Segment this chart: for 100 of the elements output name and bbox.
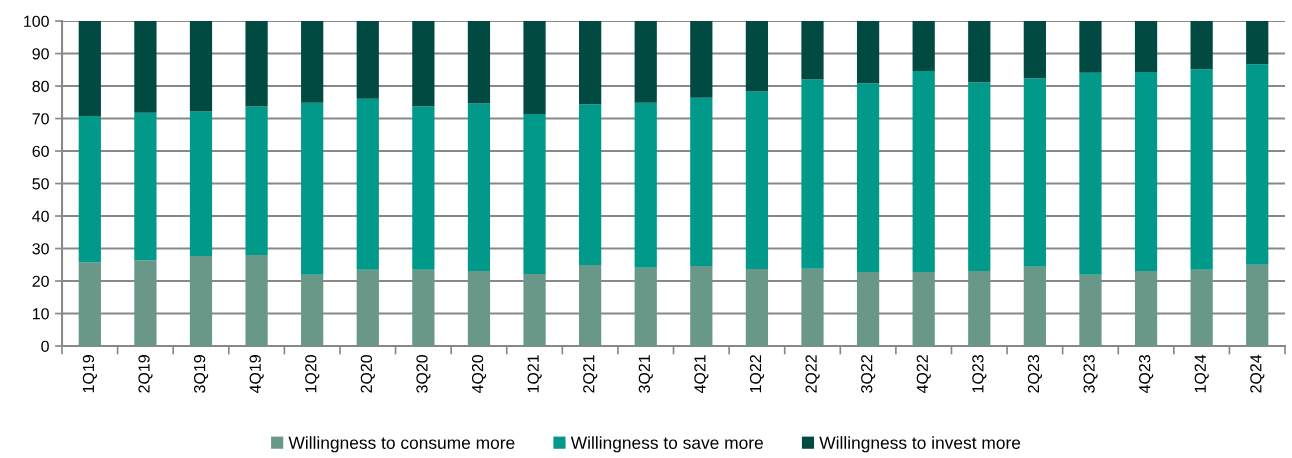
bar: [245, 255, 268, 347]
x-tick-label: 1Q24: [1194, 354, 1209, 393]
y-tick-label: 50: [32, 178, 49, 190]
bar: [412, 106, 435, 270]
x-tick-label: 4Q22: [916, 355, 931, 394]
bar: [745, 91, 769, 270]
x-tick-label: 1Q22: [749, 355, 765, 393]
bar: [1246, 264, 1269, 347]
bar: [1134, 270, 1158, 347]
bar: [634, 102, 657, 268]
x-tick-label: 1Q20: [305, 354, 320, 393]
legend-label: Willingness to invest more: [819, 436, 1021, 453]
y-tick-label: 70: [32, 113, 49, 125]
x-tick-label: 4Q23: [1139, 355, 1154, 394]
bar: [301, 274, 324, 347]
x-tick-label: 1Q19: [82, 355, 97, 393]
bar: [968, 21, 991, 83]
bar: [245, 21, 268, 107]
bar: [245, 106, 268, 256]
bar: [801, 79, 824, 269]
bar: [1190, 21, 1213, 70]
bar: [189, 21, 213, 112]
bar: [634, 21, 657, 103]
x-tick-label: 2Q20: [360, 354, 375, 393]
bar: [1079, 274, 1102, 347]
bar: [78, 21, 101, 116]
bar: [801, 21, 824, 80]
y-tick-label: 80: [32, 80, 49, 92]
y-tick-label: 90: [32, 48, 49, 60]
x-tick-label: 1Q21: [527, 355, 542, 393]
bar: [634, 267, 657, 347]
x-tick-label: 3Q20: [416, 354, 431, 393]
y-tick-label: 30: [32, 243, 49, 255]
x-tick-label: 4Q20: [471, 354, 487, 394]
x-tick-label: 4Q21: [694, 355, 709, 394]
y-tick-label: 20: [32, 275, 49, 287]
bar: [412, 269, 435, 347]
x-tick-label: 2Q19: [138, 355, 153, 393]
bar: [1134, 72, 1158, 271]
bar: [579, 265, 602, 347]
y-tick-label: 60: [32, 145, 49, 157]
bar: [1246, 64, 1269, 265]
bar: [1023, 78, 1046, 267]
bar: [745, 269, 769, 347]
bar: [968, 82, 991, 271]
bar: [412, 21, 435, 107]
x-tick-label: 2Q23: [1027, 355, 1043, 393]
bar: [690, 97, 713, 267]
bar: [912, 21, 935, 72]
bar: [912, 271, 935, 347]
legend-label: Willingness to save more: [570, 436, 763, 453]
bar: [801, 268, 824, 347]
x-tick-label: 3Q23: [1083, 355, 1098, 393]
bar: [467, 103, 491, 271]
bar: [134, 21, 157, 113]
y-tick-label: 0: [41, 340, 49, 352]
y-tick-label: 100: [24, 15, 49, 28]
bar: [856, 21, 880, 84]
bar: [856, 83, 880, 272]
x-tick-label: 2Q24: [1250, 354, 1265, 393]
bar: [523, 114, 546, 274]
bar: [134, 260, 157, 347]
bar: [690, 21, 713, 98]
bar: [467, 270, 491, 347]
bar: [745, 21, 769, 92]
bar: [1023, 21, 1046, 79]
y-tick-label: 40: [32, 210, 49, 222]
legend-label: Willingness to consume more: [288, 436, 515, 453]
bar: [356, 269, 379, 347]
bar: [189, 256, 213, 347]
bar: [579, 21, 602, 105]
bar: [1023, 266, 1046, 347]
bar: [579, 104, 602, 266]
x-tick-label: 1Q23: [972, 355, 987, 393]
bar: [690, 266, 713, 347]
bar: [189, 111, 213, 257]
bar: [1079, 72, 1102, 275]
x-tick-label: 3Q21: [638, 355, 653, 393]
x-tick-label: 3Q22: [861, 355, 876, 393]
bar: [356, 21, 379, 99]
bar: [78, 262, 101, 347]
bar: [912, 71, 935, 272]
x-tick-label: 3Q19: [193, 355, 209, 393]
bar: [523, 273, 546, 347]
bar: [523, 21, 546, 114]
bar: [78, 115, 101, 263]
bar: [1134, 21, 1158, 73]
bar: [467, 21, 491, 104]
x-tick-label: 4Q19: [249, 355, 264, 394]
bar: [301, 21, 324, 103]
bar: [356, 98, 379, 270]
bar: [1190, 269, 1213, 347]
bar: [968, 270, 991, 347]
bar: [134, 112, 157, 261]
bar: [1079, 21, 1102, 73]
x-tick-label: 2Q22: [805, 355, 820, 393]
bar: [856, 271, 880, 347]
y-tick-label: 10: [32, 308, 49, 320]
bar: [1246, 21, 1269, 65]
bar: [301, 102, 324, 275]
